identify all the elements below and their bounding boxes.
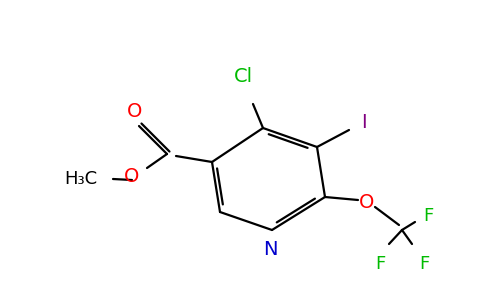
Text: F: F	[375, 255, 385, 273]
Text: F: F	[419, 255, 429, 273]
Text: F: F	[423, 207, 433, 225]
Text: Cl: Cl	[233, 67, 253, 86]
Text: O: O	[123, 167, 139, 187]
Text: N: N	[263, 240, 277, 259]
Text: H₃C: H₃C	[64, 170, 97, 188]
Text: I: I	[361, 113, 366, 133]
Text: O: O	[127, 102, 143, 121]
Text: O: O	[359, 193, 375, 211]
